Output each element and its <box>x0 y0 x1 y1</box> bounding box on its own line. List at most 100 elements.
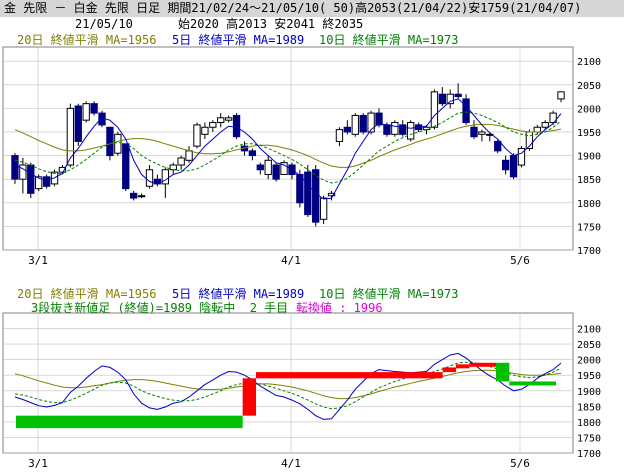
candle-down <box>42 176 51 187</box>
brick-up <box>456 364 470 369</box>
price-y-tick-label: 1700 <box>577 246 601 257</box>
candle-up <box>335 129 344 142</box>
kagi-y-tick-label: 1800 <box>577 418 601 429</box>
candle-up <box>19 164 27 180</box>
bottom-legend-ma10: 10日 終値平滑 MA=1973 <box>319 287 459 301</box>
price-y-tick-label: 2100 <box>577 57 601 68</box>
brick-down <box>496 362 510 382</box>
candle-up <box>82 103 90 121</box>
candle-down <box>296 173 304 204</box>
candle-up <box>541 122 549 128</box>
candle-up <box>193 124 201 147</box>
candle-up <box>201 126 209 135</box>
price-y-tick-label: 2000 <box>577 104 601 115</box>
candle-up <box>280 162 288 175</box>
brick-up <box>469 362 496 367</box>
kagi-x-tick-label: 3/1 <box>28 457 48 470</box>
candle-up <box>35 176 43 190</box>
price-y-tick-label: 1850 <box>577 175 601 186</box>
candle-down <box>343 126 352 133</box>
kagi-status: 3段抜き新値足 (終値)=1989 陰転中 2 手目 <box>31 301 296 315</box>
candle-down <box>383 124 391 135</box>
kagi-ma5-line <box>14 352 562 420</box>
top-legend-ma10: 10日 終値平滑 MA=1973 <box>319 33 459 47</box>
candle-up <box>430 91 439 128</box>
candle-down <box>494 140 502 152</box>
candle-down <box>130 192 138 199</box>
candle-down <box>106 126 114 157</box>
candle-down <box>399 124 407 135</box>
ohlc-summary: 始2020 高2013 安2041 終2035 <box>178 17 364 31</box>
candle-down <box>11 155 19 180</box>
price-y-tick-label: 1900 <box>577 152 601 163</box>
candle-up <box>367 112 375 133</box>
top-legend-ma5: 5日 終値平滑 MA=1989 <box>172 33 305 47</box>
kagi-y-tick-label: 1700 <box>577 449 601 460</box>
candle-up <box>391 122 399 135</box>
price-x-tick-label: 3/1 <box>28 254 48 267</box>
kagi-y-tick-label: 2000 <box>577 356 601 367</box>
candle-down <box>232 114 241 138</box>
candle-up <box>557 91 565 100</box>
candle-up <box>224 117 233 121</box>
candle-up <box>66 107 75 166</box>
candle-down <box>375 112 383 126</box>
price-y-tick-label: 1950 <box>577 128 601 139</box>
candle-down <box>90 103 98 114</box>
candle-up <box>169 164 177 171</box>
candle-up <box>209 122 217 128</box>
candle-up <box>264 159 272 175</box>
candle-down <box>454 93 462 98</box>
kagi-x-tick-label: 4/1 <box>281 457 301 470</box>
kagi-y-tick-label: 1950 <box>577 371 601 382</box>
candle-up <box>517 148 526 166</box>
candle-down <box>359 114 367 133</box>
candle-down <box>438 93 446 105</box>
candle-down <box>272 164 280 180</box>
candle-up <box>58 166 67 173</box>
candle-down <box>256 164 264 171</box>
candle-up <box>145 169 154 187</box>
brick-up <box>256 372 443 379</box>
candle-up <box>533 126 541 133</box>
candle-down <box>501 159 510 171</box>
kagi-ma10-line <box>14 361 562 410</box>
price-y-tick-label: 2050 <box>577 81 601 92</box>
brick-up <box>442 367 456 373</box>
candle-down <box>27 164 35 194</box>
candle-up <box>327 192 336 197</box>
kagi-y-tick-label: 2100 <box>577 325 601 336</box>
candle-up <box>114 133 122 154</box>
candle-up <box>351 114 359 135</box>
candle-up <box>478 131 486 135</box>
turn-value: 転換値 : 1996 <box>296 301 383 315</box>
candle-up <box>137 195 146 198</box>
brick-up <box>242 378 256 416</box>
candle-up <box>185 150 193 161</box>
kagi-y-tick-label: 2050 <box>577 340 601 351</box>
price-y-tick-label: 1800 <box>577 199 601 210</box>
candle-down <box>509 155 518 178</box>
current-date: 21/05/10 <box>75 17 133 31</box>
candle-up <box>161 169 169 185</box>
candle-down <box>312 169 320 223</box>
candle-down <box>122 143 130 190</box>
bottom-legend-ma20: 20日 終値平滑 MA=1956 <box>17 287 157 301</box>
candle-down <box>304 171 312 216</box>
kagi-panel-frame <box>2 312 574 454</box>
kagi-y-tick-label: 1850 <box>577 402 601 413</box>
candle-up <box>446 93 454 105</box>
candle-up <box>407 122 415 140</box>
ma10-line <box>14 111 562 184</box>
candle-up <box>549 112 557 124</box>
title-bar: 金 先限 － 白金 先限 日足 期間21/02/24～21/05/10( 50)… <box>0 0 624 17</box>
price-y-tick-label: 1750 <box>577 222 601 233</box>
price-x-tick-label: 4/1 <box>281 254 301 267</box>
brick-down <box>16 415 243 429</box>
candle-down <box>470 126 478 138</box>
kagi-y-tick-label: 1750 <box>577 433 601 444</box>
top-legend-ma20: 20日 終値平滑 MA=1956 <box>17 33 157 47</box>
chart-title: 金 先限 － 白金 先限 日足 期間21/02/24～21/05/10( 50)… <box>4 1 582 15</box>
